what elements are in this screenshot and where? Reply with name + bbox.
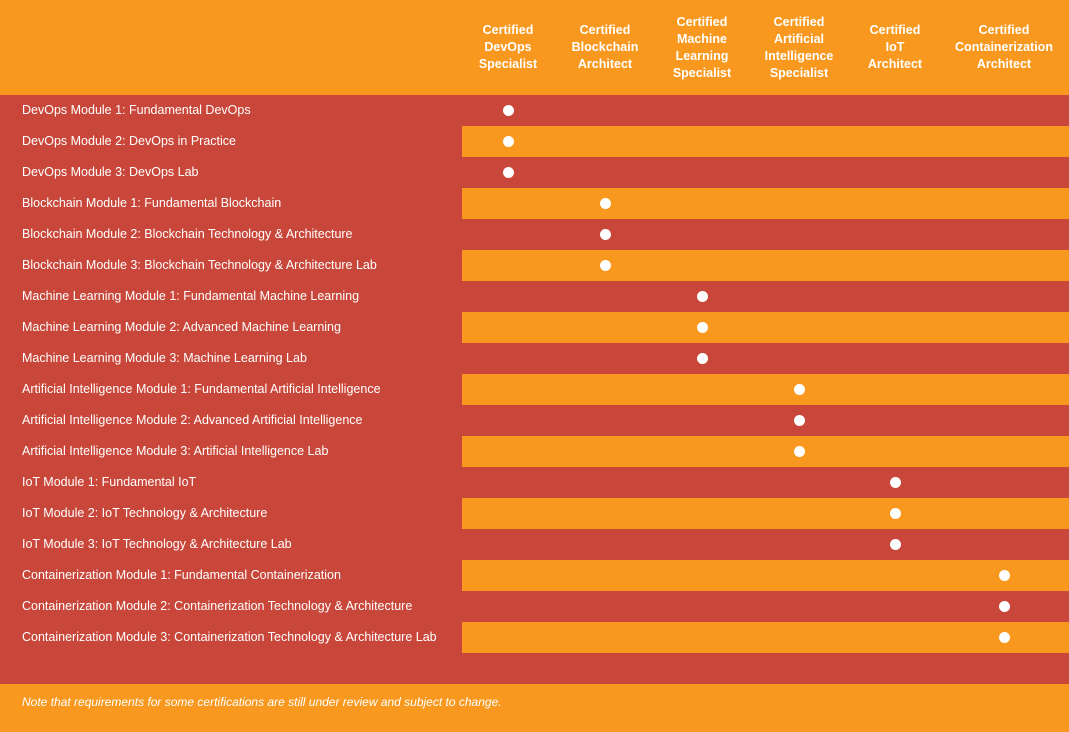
matrix-header: Certified DevOps Specialist Certified Blockc… [0, 0, 1069, 95]
column-header-containerization: Certified Containerization Architect [944, 0, 1064, 95]
footer-note: Note that requirements for some certific… [22, 695, 502, 709]
table-row: Containerization Module 2: Containerizat… [0, 591, 1069, 622]
table-row: IoT Module 3: IoT Technology & Architect… [0, 529, 1069, 560]
row-highlight-band [462, 560, 1069, 591]
table-row: DevOps Module 3: DevOps Lab [0, 157, 1069, 188]
column-header-line: Certified [676, 14, 728, 29]
matrix-rows: DevOps Module 1: Fundamental DevOps DevOp… [0, 95, 1069, 653]
column-header-line: IoT [885, 40, 905, 54]
row-highlight-band [462, 250, 1069, 281]
requirement-dot [502, 105, 514, 116]
column-header-line: Certified [482, 23, 534, 37]
module-label: Blockchain Module 3: Blockchain Technolo… [22, 258, 377, 272]
column-header-line: Intelligence [764, 48, 834, 63]
table-row: Blockchain Module 1: Fundamental Blockch… [0, 188, 1069, 219]
module-label: DevOps Module 2: DevOps in Practice [22, 134, 236, 148]
table-row: DevOps Module 2: DevOps in Practice [0, 126, 1069, 157]
column-header-line: Machine [676, 31, 727, 46]
table-row: Blockchain Module 2: Blockchain Technolo… [0, 219, 1069, 250]
column-header-line: Containerization [955, 40, 1053, 54]
column-header-line: Artificial [773, 31, 824, 46]
requirement-dot [502, 167, 514, 178]
requirement-dot [998, 570, 1010, 581]
requirement-dot [599, 260, 611, 271]
module-label: Machine Learning Module 3: Machine Learn… [22, 351, 307, 365]
requirement-dot [793, 415, 805, 426]
table-row: DevOps Module 1: Fundamental DevOps [0, 95, 1069, 126]
column-header-line: Specialist [769, 65, 829, 80]
column-header-iot: Certified IoT Architect [847, 0, 943, 95]
column-header-line: Architect [976, 57, 1032, 71]
row-highlight-band [462, 436, 1069, 467]
module-label: IoT Module 2: IoT Technology & Architect… [22, 506, 268, 520]
module-label: Artificial Intelligence Module 2: Advanc… [22, 413, 363, 427]
requirement-dot [793, 384, 805, 395]
table-row: IoT Module 1: Fundamental IoT [0, 467, 1069, 498]
column-header-machine-learning: Certified Machine Learning Specialist [654, 0, 750, 95]
module-label: Containerization Module 2: Containerizat… [22, 599, 413, 613]
table-row: Machine Learning Module 3: Machine Learn… [0, 343, 1069, 374]
requirement-dot [696, 322, 708, 333]
column-header-line: Certified [773, 14, 825, 29]
column-header-line: Architect [577, 57, 633, 71]
module-label: DevOps Module 3: DevOps Lab [22, 165, 199, 179]
module-label: IoT Module 3: IoT Technology & Architect… [22, 537, 292, 551]
table-row: Containerization Module 3: Containerizat… [0, 622, 1069, 653]
module-label: Artificial Intelligence Module 3: Artifi… [22, 444, 329, 458]
row-highlight-band [462, 498, 1069, 529]
module-label: Machine Learning Module 1: Fundamental M… [22, 289, 360, 303]
table-row: Artificial Intelligence Module 2: Advanc… [0, 405, 1069, 436]
table-row: IoT Module 2: IoT Technology & Architect… [0, 498, 1069, 529]
module-label: Artificial Intelligence Module 1: Fundam… [22, 382, 381, 396]
row-highlight-band [462, 312, 1069, 343]
column-header-line: Blockchain [571, 40, 639, 54]
table-row: Containerization Module 1: Fundamental C… [0, 560, 1069, 591]
column-header-blockchain: Certified Blockchain Architect [557, 0, 653, 95]
module-label: Blockchain Module 1: Fundamental Blockch… [22, 196, 282, 210]
requirement-dot [998, 632, 1010, 643]
requirement-dot [599, 198, 611, 209]
column-header-line: Architect [867, 57, 923, 71]
requirement-dot [599, 229, 611, 240]
column-header-line: DevOps [484, 40, 532, 54]
column-header-line: Certified [869, 23, 921, 37]
table-row: Artificial Intelligence Module 1: Fundam… [0, 374, 1069, 405]
module-label: IoT Module 1: Fundamental IoT [22, 475, 197, 489]
requirement-dot [998, 601, 1010, 612]
requirement-dot [696, 353, 708, 364]
table-row: Artificial Intelligence Module 3: Artifi… [0, 436, 1069, 467]
module-label: Containerization Module 3: Containerizat… [22, 630, 437, 644]
row-highlight-band [462, 374, 1069, 405]
requirement-dot [793, 446, 805, 457]
module-label: Blockchain Module 2: Blockchain Technolo… [22, 227, 353, 241]
row-highlight-band [462, 622, 1069, 653]
requirement-dot [889, 477, 901, 488]
column-header-artificial-intelligence: Certified Artificial Intelligence Specialis… [751, 0, 847, 95]
column-header-line: Learning [675, 48, 729, 63]
row-highlight-band [462, 188, 1069, 219]
row-highlight-band [462, 126, 1069, 157]
matrix-footer: Note that requirements for some certific… [0, 684, 1069, 732]
module-label: Containerization Module 1: Fundamental C… [22, 568, 341, 582]
requirement-dot [502, 136, 514, 147]
requirement-dot [889, 539, 901, 550]
column-header-line: Specialist [672, 65, 732, 80]
column-header-line: Certified [579, 23, 631, 37]
column-header-devops: Certified DevOps Specialist [460, 0, 556, 95]
table-row: Machine Learning Module 2: Advanced Mach… [0, 312, 1069, 343]
table-row: Machine Learning Module 1: Fundamental M… [0, 281, 1069, 312]
module-label: Machine Learning Module 2: Advanced Mach… [22, 320, 341, 334]
module-label: DevOps Module 1: Fundamental DevOps [22, 103, 251, 117]
requirement-dot [696, 291, 708, 302]
column-header-line: Specialist [478, 57, 538, 71]
requirement-dot [889, 508, 901, 519]
table-row: Blockchain Module 3: Blockchain Technolo… [0, 250, 1069, 281]
column-header-line: Certified [978, 23, 1030, 37]
